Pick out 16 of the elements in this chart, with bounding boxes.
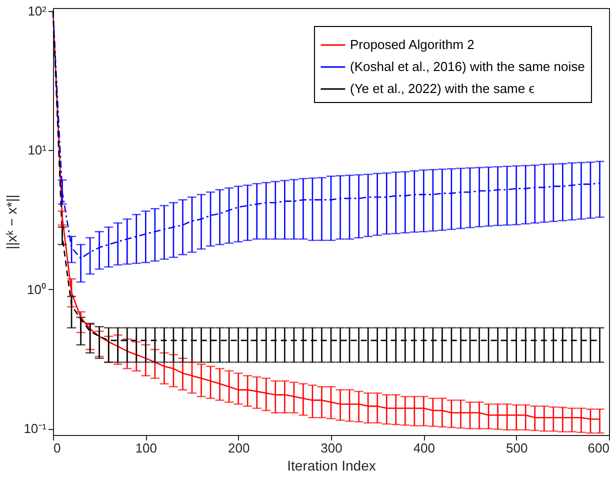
y-tick-label: 10⁻¹ bbox=[24, 421, 48, 436]
x-axis-title: Iteration Index bbox=[287, 458, 376, 474]
x-tick-label: 300 bbox=[320, 440, 342, 456]
y-tick-label: 10¹ bbox=[28, 142, 48, 158]
legend-label: (Koshal et al., 2016) with the same noise bbox=[350, 59, 585, 74]
x-tick-label: 400 bbox=[413, 440, 436, 456]
x-tick-label: 0 bbox=[54, 440, 61, 456]
x-tick-label: 600 bbox=[588, 440, 610, 456]
x-tick-label: 500 bbox=[506, 440, 528, 456]
y-tick-label: 10² bbox=[28, 3, 48, 18]
y-tick-label: 10⁰ bbox=[27, 282, 46, 297]
legend-label: Proposed Algorithm 2 bbox=[350, 37, 474, 52]
x-tick-label: 100 bbox=[135, 440, 158, 456]
y-axis-title: ||xᵏ − x*|| bbox=[4, 194, 20, 250]
x-tick-label: 200 bbox=[228, 440, 250, 456]
legend-label: (Ye et al., 2022) with the same ϵ bbox=[350, 81, 535, 96]
